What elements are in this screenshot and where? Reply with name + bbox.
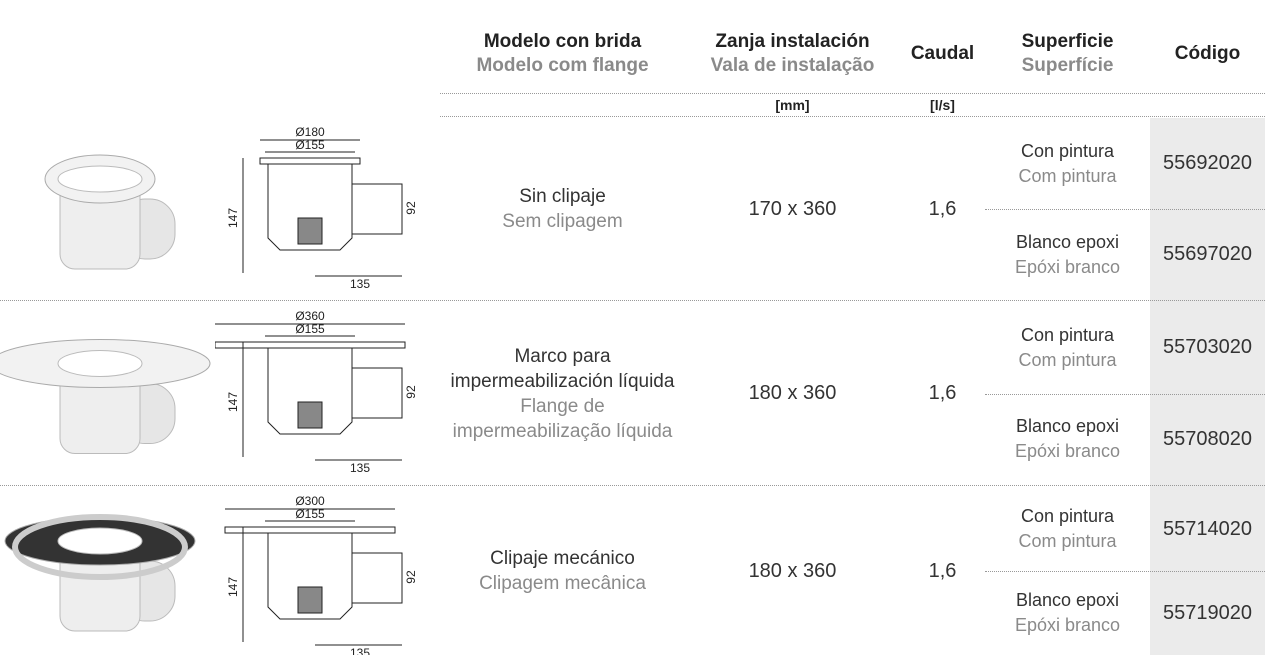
header-pt: Vala de instalação [710, 55, 875, 76]
code: 55697020 [1163, 243, 1252, 265]
dim-label: 135 [350, 461, 370, 475]
surface-es: Blanco epoxi [1015, 231, 1120, 252]
surface-cell: Con pintura Com pintura [985, 302, 1150, 394]
code: 55692020 [1163, 152, 1252, 174]
flange [215, 341, 406, 349]
column-header: Superficie Superfície [985, 18, 1150, 90]
trench: 180 x 360 [748, 559, 837, 582]
surface-cell: Blanco epoxi Epóxi branco [985, 394, 1150, 486]
surface-pt: Com pintura [1018, 165, 1117, 186]
column-header: Zanja instalación Vala de instalação [685, 18, 900, 90]
trap [297, 401, 323, 429]
dim-label: 92 [404, 385, 418, 399]
model-cell: Sin clipaje Sem clipagem [440, 118, 685, 300]
dim-label: Ø360 [295, 309, 325, 323]
surface-pt: Epóxi branco [1014, 441, 1121, 462]
dim-label: Ø155 [295, 507, 325, 521]
product-photo [0, 339, 211, 454]
flow: 1,6 [928, 382, 957, 404]
header-es: Zanja instalación [715, 31, 870, 52]
surface-es: Con pintura [1020, 324, 1115, 345]
model-pt: Sem clipagem [502, 211, 623, 232]
surface-es: Blanco epoxi [1015, 590, 1120, 610]
trench: 180 x 360 [748, 382, 837, 404]
dim-label: 147 [226, 577, 240, 597]
column-header: Código [1150, 18, 1265, 90]
dim-label: 147 [226, 392, 240, 412]
header-pt: Modelo com flange [476, 55, 649, 76]
surface-cell: Con pintura Com pintura [985, 118, 1150, 209]
product-photo [4, 514, 196, 632]
outlet [351, 183, 403, 235]
surface-pt: Com pintura [1018, 349, 1117, 370]
model-cell: Clipaje mecánico Clipagem mecânica [440, 487, 685, 655]
surface-es: Blanco epoxi [1015, 416, 1120, 437]
variant-rule [985, 209, 1265, 210]
column-header: Caudal [900, 18, 985, 90]
header-es: Código [1174, 43, 1241, 64]
surface-pt: Epóxi branco [1014, 615, 1121, 635]
header-rule [440, 93, 1265, 94]
variant-rule [985, 571, 1265, 572]
surface-cell: Blanco epoxi Epóxi branco [985, 209, 1150, 300]
header-es: Modelo con brida [483, 31, 642, 52]
model-cell: Marco para impermeabilización líquida Fla… [440, 302, 685, 485]
row-rule [0, 300, 1265, 301]
trap [297, 586, 323, 614]
code: 55714020 [1163, 517, 1252, 540]
flange-under [12, 514, 188, 580]
header-es: Caudal [910, 43, 975, 64]
code: 55719020 [1163, 601, 1252, 624]
flange [259, 157, 361, 165]
dim-label: 92 [404, 201, 418, 215]
outlet [351, 367, 403, 419]
dim-label: Ø300 [295, 494, 325, 508]
surface-cell: Blanco epoxi Epóxi branco [985, 571, 1150, 655]
dim-label: Ø180 [295, 125, 325, 139]
surface-pt: Com pintura [1018, 531, 1117, 551]
header-es: Superficie [1021, 31, 1114, 52]
header-pt: Superfície [1021, 55, 1114, 76]
model-pt: Clipagem mecânica [479, 573, 646, 594]
surface-es: Con pintura [1020, 506, 1115, 526]
code: 55703020 [1163, 336, 1252, 359]
model-es: Clipaje mecánico [490, 548, 635, 569]
outlet [351, 552, 403, 604]
flange [224, 526, 396, 534]
surface-cell: Con pintura Com pintura [985, 487, 1150, 571]
dim-label: Ø155 [295, 138, 325, 152]
code-column-bg [1150, 118, 1265, 655]
variant-rule [985, 393, 1265, 395]
unit-label: [l/s] [930, 97, 955, 113]
surface-es: Con pintura [1020, 140, 1115, 161]
dim-label: 135 [350, 277, 370, 291]
opening [57, 527, 143, 555]
model-pt: Flange de impermeabilização líquida [452, 395, 673, 442]
dim-label: Ø155 [295, 322, 325, 336]
column-header: Modelo con brida Modelo com flange [440, 18, 685, 90]
trench: 170 x 360 [748, 197, 837, 220]
flow: 1,6 [928, 197, 957, 220]
product-photo [44, 154, 176, 270]
row-rule [0, 485, 1265, 486]
dim-label: 92 [404, 570, 418, 584]
opening [57, 350, 143, 377]
model-es: Marco para impermeabilización líquida [450, 345, 675, 392]
code: 55708020 [1163, 427, 1252, 450]
surface-pt: Epóxi branco [1014, 256, 1121, 277]
unit-label: [mm] [775, 97, 810, 113]
dim-label: 135 [350, 646, 370, 655]
model-es: Sin clipaje [519, 186, 606, 207]
units-rule [440, 116, 1265, 117]
dim-label: 147 [226, 208, 240, 228]
trap [297, 217, 323, 245]
opening [57, 165, 143, 193]
flow: 1,6 [928, 559, 957, 582]
